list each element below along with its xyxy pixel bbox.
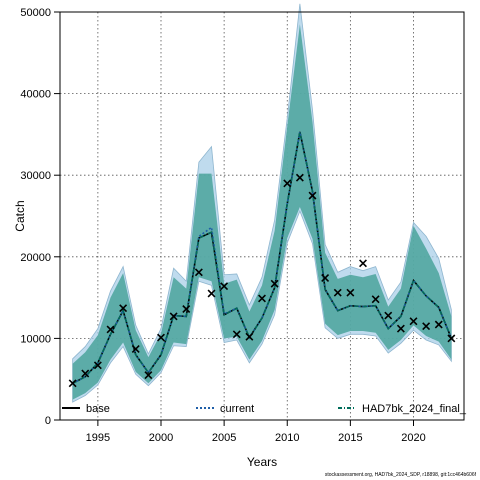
observation-mark bbox=[131, 345, 140, 353]
observation-point bbox=[106, 325, 115, 334]
y-axis: 0 10000 20000 30000 40000 50000 bbox=[20, 7, 60, 427]
observation-mark bbox=[295, 173, 304, 182]
observation-point bbox=[245, 332, 254, 341]
observation-mark bbox=[333, 288, 342, 297]
y-tick-label: 30000 bbox=[20, 170, 51, 182]
observation-mark bbox=[157, 333, 165, 342]
observation-point bbox=[182, 305, 191, 313]
y-tick-label: 10000 bbox=[20, 333, 51, 345]
observation-mark bbox=[308, 191, 317, 200]
observation-point bbox=[295, 173, 304, 182]
x-tick-label: 2010 bbox=[275, 432, 299, 444]
observation-point bbox=[194, 268, 203, 277]
observation-point bbox=[346, 288, 355, 297]
observation-point bbox=[131, 345, 140, 353]
legend-item: base bbox=[62, 403, 110, 415]
observation-mark bbox=[68, 379, 77, 388]
x-tick-label: 2000 bbox=[149, 432, 173, 444]
observation-point bbox=[321, 274, 330, 282]
observation-mark bbox=[384, 311, 393, 320]
x-tick-label: 2005 bbox=[212, 432, 236, 444]
observation-mark bbox=[434, 320, 443, 329]
observation-mark bbox=[321, 274, 330, 282]
observation-mark bbox=[422, 322, 431, 331]
legend-item: HAD7bk_2024_final_ bbox=[338, 403, 467, 415]
observation-mark bbox=[396, 324, 405, 333]
observation-mark bbox=[283, 179, 292, 188]
observation-point bbox=[68, 379, 77, 388]
observation-mark bbox=[144, 371, 153, 380]
series-lines bbox=[72, 131, 453, 384]
observation-markers bbox=[68, 173, 456, 388]
plot-frame bbox=[59, 11, 465, 421]
observation-point bbox=[422, 322, 431, 331]
y-tick-label: 0 bbox=[45, 415, 51, 427]
observation-mark bbox=[346, 288, 355, 297]
observation-mark bbox=[194, 268, 203, 277]
observation-point bbox=[371, 295, 380, 304]
observation-point bbox=[396, 324, 405, 333]
observation-mark bbox=[182, 305, 191, 313]
observation-mark bbox=[93, 361, 102, 370]
observation-mark bbox=[81, 369, 90, 378]
observation-mark bbox=[169, 312, 178, 321]
observation-point bbox=[207, 289, 216, 298]
observation-mark bbox=[270, 279, 279, 288]
legend-label: base bbox=[86, 403, 110, 415]
y-axis-title: Catch bbox=[13, 200, 27, 231]
x-tick-label: 1995 bbox=[86, 432, 110, 444]
legend-item: current bbox=[196, 403, 254, 415]
y-tick-label: 50000 bbox=[20, 7, 51, 19]
y-tick-label: 20000 bbox=[20, 252, 51, 264]
legend-label: current bbox=[220, 403, 254, 415]
confidence-bands bbox=[72, 3, 452, 403]
observation-point bbox=[270, 279, 279, 288]
observation-point bbox=[258, 294, 266, 303]
observation-mark bbox=[220, 282, 229, 291]
observation-point bbox=[144, 371, 153, 380]
observation-point bbox=[447, 334, 456, 343]
observation-point bbox=[232, 330, 241, 339]
observation-point bbox=[220, 282, 229, 291]
observation-point bbox=[119, 304, 128, 313]
grid-lines bbox=[60, 11, 464, 421]
observation-mark bbox=[106, 325, 115, 334]
observation-mark bbox=[409, 317, 418, 326]
observation-mark bbox=[258, 294, 266, 303]
observation-point bbox=[283, 179, 292, 188]
series-line-had7bk-2024-final- bbox=[72, 131, 453, 384]
observation-point bbox=[384, 311, 393, 320]
x-axis-title: Years bbox=[247, 455, 277, 469]
observation-mark bbox=[447, 334, 456, 343]
observation-point bbox=[81, 369, 90, 378]
x-tick-label: 2020 bbox=[401, 432, 425, 444]
observation-point bbox=[409, 317, 418, 326]
footnote: stockassessment.org, HAD7bk_2024_SDP, r1… bbox=[325, 472, 477, 478]
observation-mark bbox=[207, 289, 216, 298]
observation-mark bbox=[119, 304, 128, 313]
x-axis: 1995 2000 2005 2010 2015 2020 bbox=[86, 420, 426, 444]
observation-point bbox=[308, 191, 317, 200]
legend-label: HAD7bk_2024_final_ bbox=[362, 403, 467, 415]
observation-point bbox=[93, 361, 102, 370]
observation-point bbox=[434, 320, 443, 329]
observation-mark bbox=[359, 259, 367, 268]
observation-point bbox=[157, 333, 165, 342]
observation-mark bbox=[371, 295, 380, 304]
legend: base current HAD7bk_2024_final_ bbox=[62, 403, 467, 415]
observation-point bbox=[169, 312, 178, 321]
observation-point bbox=[359, 259, 367, 268]
y-tick-label: 40000 bbox=[20, 89, 51, 101]
observation-point bbox=[333, 288, 342, 297]
observation-mark bbox=[245, 332, 254, 341]
x-tick-label: 2015 bbox=[338, 432, 362, 444]
observation-mark bbox=[232, 330, 241, 339]
